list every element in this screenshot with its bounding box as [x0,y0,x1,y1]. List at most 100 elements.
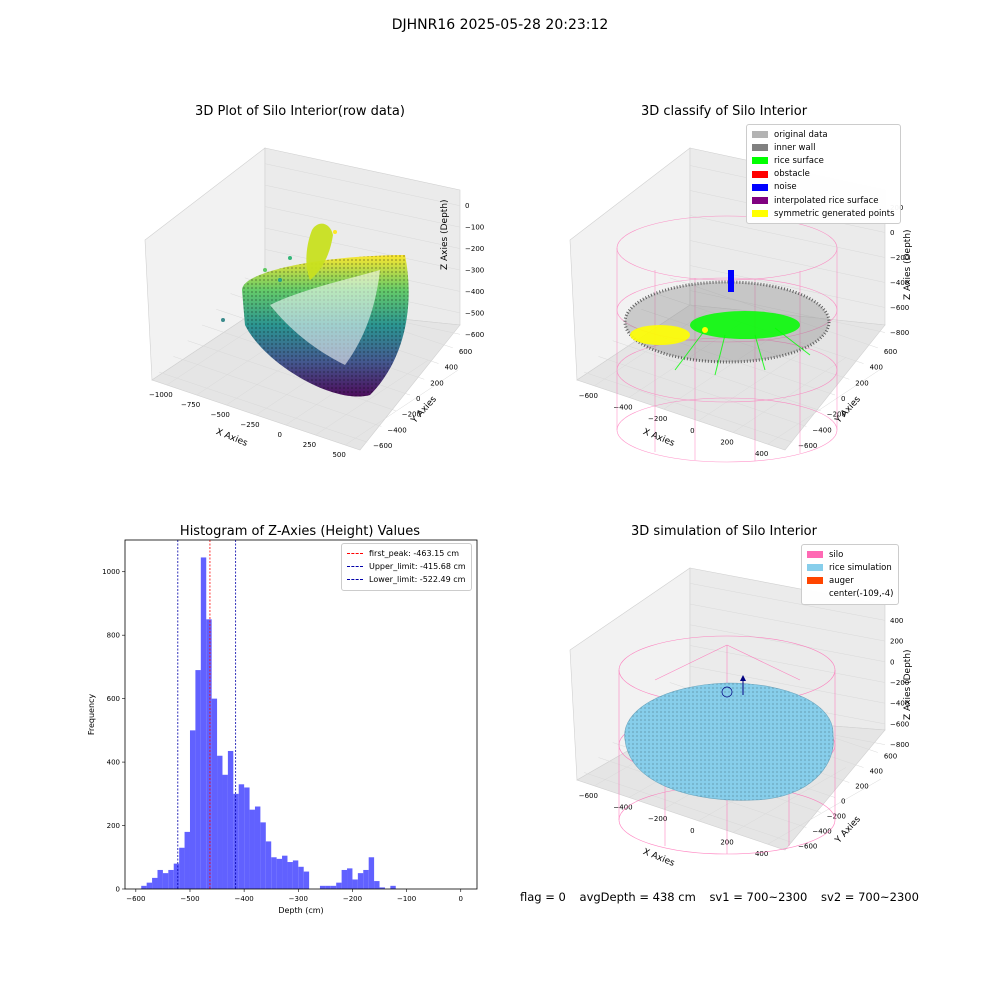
histogram-bar [206,619,212,889]
histogram-bar [254,806,261,889]
y-tick-label: 1000 [102,568,120,576]
histogram-bar [271,857,277,889]
panel-2-title: 3D classify of Silo Interior [640,104,808,119]
simulation-3d-plot: −600−400−2000200400−600−400−200020040060… [569,567,909,858]
x-tick-label: −600 [579,392,598,400]
x-tick-label: −400 [235,895,254,903]
z-tick-label: 200 [890,638,903,646]
x-tick-label: −400 [613,404,632,412]
y-tick-label: 200 [430,379,443,387]
legend-label: Upper_limit: -415.68 cm [369,562,466,572]
histogram-bar [276,858,283,889]
grid-line [669,277,878,349]
z-tick-label: −400 [890,700,909,708]
legend-item-rice-surface: rice surface [752,154,895,167]
histogram-bar [379,887,385,889]
histogram-bar [211,698,218,889]
flag-text: flag = 0 [520,890,566,904]
legend-swatch [752,170,768,178]
sv2-text: sv2 = 700~2300 [821,890,919,904]
z-tick-label: −600 [890,720,909,728]
histogram-bar [330,885,337,889]
legend-swatch [807,564,823,572]
histogram-bar [222,774,228,889]
x-tick-label: −600 [126,895,145,903]
p2-legend: original data inner wall rice surface ob… [746,124,901,225]
legend-item-lower-limit: Lower_limit: -522.49 cm [347,573,466,586]
histogram-bar [260,822,266,889]
x-tick-label: −400 [613,804,632,812]
y-tick-label: 0 [116,886,120,894]
grid-line [689,265,886,308]
grid-line [594,310,708,387]
z-tick-label: −200 [465,245,484,253]
x-tick-label: 0 [690,427,694,435]
y-tick-label: 600 [107,695,120,703]
legend-label: inner wall [774,142,816,153]
legend-swatch [752,144,768,152]
histogram-bar [227,750,234,889]
x-axis-label: Depth (cm) [278,906,323,915]
panel-3-title: Histogram of Z-Axies (Height) Values [179,524,421,539]
rice-simulation-surface [624,682,834,801]
grid-line [689,665,886,704]
y-tick-label: −600 [798,843,817,851]
grid-line [264,163,461,206]
y-tick-label: 600 [884,348,897,356]
legend-item-interpolated: interpolated rice surface [752,194,895,207]
raw-point-cloud [221,223,409,397]
histogram-bar [217,755,223,889]
x-tick-label: 200 [720,439,733,447]
x-tick-label: 0 [277,431,281,439]
legend-label: first_peak: -463.15 cm [369,549,460,559]
z-tick-label: −100 [465,224,484,232]
z-tick-label: 400 [890,617,903,625]
grid-line [689,645,886,683]
histogram-bar [179,847,185,889]
legend-swatch [752,183,768,191]
y-ticks: 0 200 400 600 800 1000 [102,568,125,894]
y-tick-label: 0 [841,798,845,806]
histogram-bar [325,885,331,889]
x-tick-label: −750 [181,401,200,409]
histogram-bar [189,730,196,889]
grid-line [732,767,847,833]
depth-histogram: −600 −500 −400 −300 −200 −100 0 0 200 400 600 800 1… [87,539,478,915]
y-tick-label: 200 [855,783,868,791]
z-tick-label: −600 [465,331,484,339]
y-tick-label: 200 [107,822,120,830]
classified-points [623,270,831,376]
y-tick-label: −200 [827,813,846,821]
histogram-bar [363,869,369,889]
histogram-bars [141,557,396,889]
legend-label: interpolated rice surface [774,195,879,206]
legend-item-silo: silo [807,548,893,561]
y-axis-label: Frequency [87,694,96,736]
histogram-bar [157,869,163,889]
grid-line [345,369,459,446]
x-tick-label: −600 [579,792,598,800]
y-tick-label: 400 [870,364,883,372]
p4-z-axis-label: Z Axies (Depth) [903,649,913,720]
grid-line [584,371,793,443]
avg-depth-text: avgDepth = 438 cm [579,890,696,904]
legend-item-symmetric: symmetric generated points [752,207,895,220]
grid-line [689,215,886,258]
plot-frame [124,539,478,890]
y-tick-label: −400 [812,828,831,836]
raw-data-3d-plot: −1000−750−500−2500250500−600−400−2000200… [144,147,484,459]
y-tick-label: 800 [107,632,120,640]
z-tick-label: −400 [465,288,484,296]
histogram-bar [244,787,250,889]
legend-item-inner-wall: inner wall [752,141,895,154]
z-tick-label: −300 [465,267,484,275]
histogram-bar [184,831,190,889]
p1-z-axis-label: Z Axies (Depth) [440,199,450,270]
histogram-bar [287,862,293,889]
y-tick-label: 0 [416,395,420,403]
legend-label: symmetric generated points [774,208,895,219]
legend-swatch [807,591,823,598]
x-tick-label: −200 [648,415,667,423]
legend-swatch [752,210,768,218]
z-tick-label: −800 [890,741,909,749]
